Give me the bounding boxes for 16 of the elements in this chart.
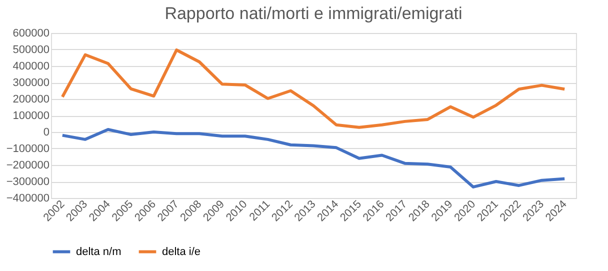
line-series — [60, 128, 566, 188]
y-tick-label: 200000 — [12, 94, 50, 106]
chart-title: Rapporto nati/morti e immigrati/emigrati — [164, 4, 462, 23]
y-tick-label: 600000 — [12, 28, 50, 40]
legend-label: delta i/e — [162, 246, 201, 258]
y-tick-label: −300000 — [6, 176, 50, 188]
y-tick-label: 300000 — [12, 77, 50, 89]
y-tick-label: 400000 — [12, 60, 50, 72]
y-tick-label: 0 — [43, 126, 50, 138]
y-tick-label: 500000 — [12, 44, 50, 56]
y-tick-label: 100000 — [12, 110, 50, 122]
legend-label: delta n/m — [76, 246, 122, 258]
y-tick-label: −100000 — [6, 143, 50, 155]
y-tick-label: −400000 — [6, 192, 50, 204]
line-series — [60, 48, 566, 129]
y-tick-label: −200000 — [6, 160, 50, 172]
